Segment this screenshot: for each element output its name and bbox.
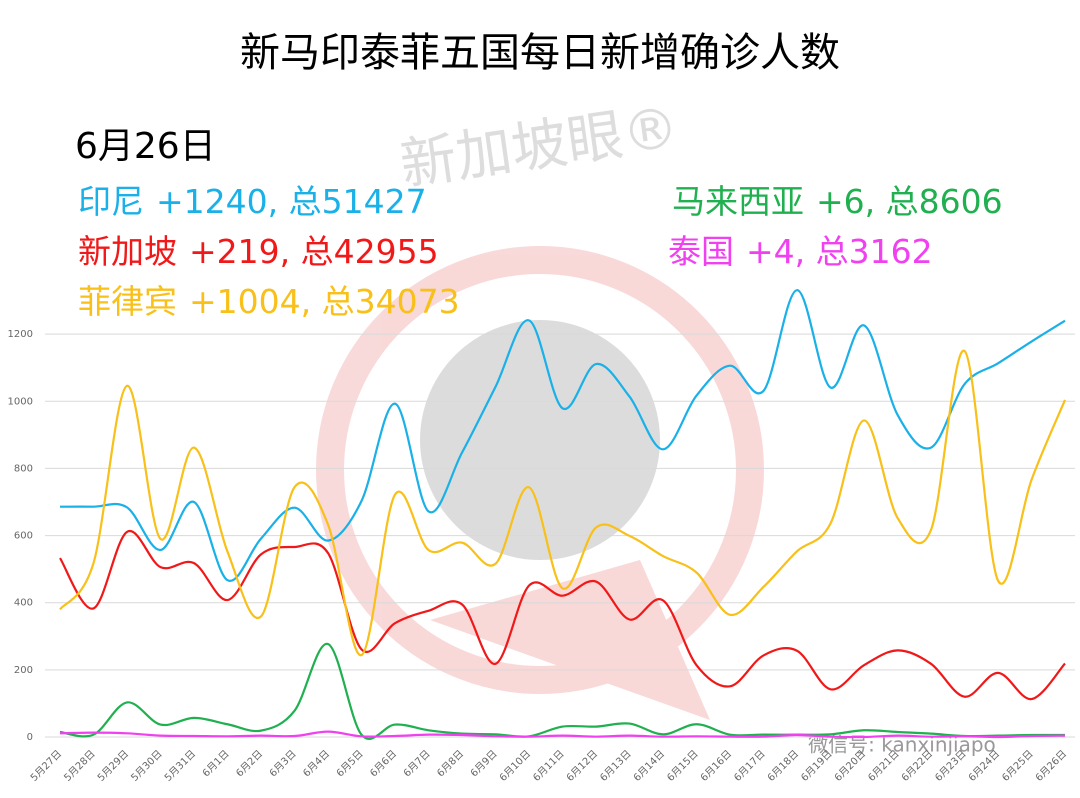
x-tick-label: 6月4日	[301, 748, 333, 780]
y-tick-label: 800	[14, 463, 33, 474]
x-tick-label: 6月3日	[267, 748, 299, 780]
y-tick-label: 0	[27, 732, 33, 743]
legend-entry: 印尼 +1240, 总51427	[78, 182, 427, 221]
x-tick-label: 6月1日	[200, 748, 232, 780]
x-tick-label: 6月9日	[468, 748, 500, 780]
x-tick-label: 6月26日	[1033, 748, 1069, 784]
series-line	[59, 730, 1066, 739]
x-tick-label: 6月12日	[564, 748, 600, 784]
legend-entry: 泰国 +4, 总3162	[668, 232, 933, 271]
legend-label: 印尼	[78, 182, 144, 221]
watermark	[316, 246, 764, 720]
y-tick-label: 400	[14, 598, 33, 609]
x-tick-label: 6月13日	[598, 748, 634, 784]
y-tick-label: 200	[14, 665, 33, 676]
legend-annotation: +1004, 总34073	[189, 282, 460, 321]
x-tick-label: 6月14日	[631, 748, 667, 784]
x-tick-label: 6月2日	[234, 748, 266, 780]
x-tick-label: 6月17日	[732, 748, 768, 784]
x-tick-label: 6月11日	[531, 748, 567, 784]
x-tick-label: 6月8日	[435, 748, 467, 780]
series-line	[59, 349, 1067, 657]
x-tick-label: 6月6日	[368, 748, 400, 780]
legend-label: 泰国	[668, 232, 734, 271]
x-tick-label: 5月31日	[162, 748, 198, 784]
x-tick-label: 6月10日	[497, 748, 533, 784]
legend-label: 新加坡	[78, 232, 177, 271]
series-line	[59, 289, 1066, 582]
legend-entry: 马来西亚 +6, 总8606	[672, 182, 1003, 221]
legend-entry: 新加坡 +219, 总42955	[78, 232, 439, 271]
x-tick-label: 5月30日	[129, 748, 165, 784]
y-tick-label: 1000	[8, 396, 33, 407]
legend-annotation: +4, 总3162	[746, 232, 933, 271]
x-tick-label: 6月16日	[698, 748, 734, 784]
legend-annotation: +1240, 总51427	[156, 182, 427, 221]
legend-entry: 菲律宾 +1004, 总34073	[78, 282, 460, 321]
x-tick-label: 6月5日	[334, 748, 366, 780]
chart-subtitle: 6月26日	[75, 126, 216, 167]
x-tick-label: 6月7日	[401, 748, 433, 780]
watermark-text: 新加坡眼®	[396, 95, 682, 198]
series-line	[59, 642, 1066, 740]
x-tick-label: 5月28日	[62, 748, 98, 784]
legend-label: 菲律宾	[78, 282, 177, 321]
chart-title: 新马印泰菲五国每日新增确诊人数	[240, 30, 840, 76]
legend-annotation: +219, 总42955	[189, 232, 439, 271]
y-tick-label: 1200	[8, 329, 33, 340]
x-tick-label: 6月25日	[1000, 748, 1036, 784]
x-tick-label: 5月27日	[28, 748, 64, 784]
x-tick-label: 5月29日	[95, 748, 131, 784]
legend-annotation: +6, 总8606	[816, 182, 1003, 221]
legend-label: 马来西亚	[672, 182, 804, 221]
y-tick-label: 600	[14, 531, 33, 542]
x-tick-label: 6月15日	[665, 748, 701, 784]
series-line	[59, 530, 1066, 701]
x-tick-label: 6月18日	[765, 748, 801, 784]
